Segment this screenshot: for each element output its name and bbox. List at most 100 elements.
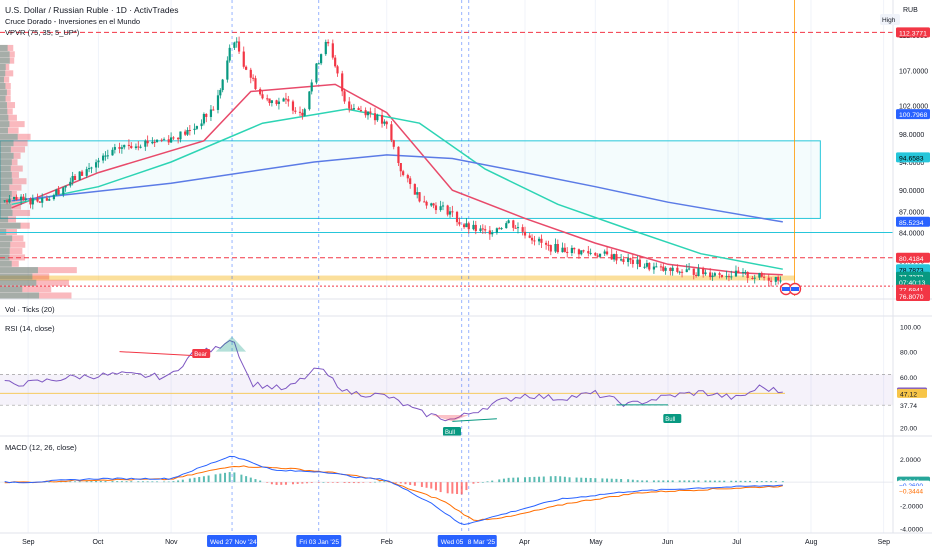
candle-up[interactable] — [55, 189, 58, 195]
candle-down[interactable] — [5, 200, 9, 202]
candle-up[interactable] — [734, 270, 738, 277]
candle-up[interactable] — [570, 247, 573, 254]
candle-down[interactable] — [237, 41, 241, 52]
candle-up[interactable] — [8, 199, 11, 202]
candle-up[interactable] — [202, 113, 206, 124]
candle-up[interactable] — [589, 252, 592, 254]
candle-up[interactable] — [491, 232, 494, 235]
candle-up[interactable] — [270, 100, 273, 104]
candle-down[interactable] — [268, 98, 271, 104]
candle-down[interactable] — [512, 220, 515, 228]
candle-up[interactable] — [439, 206, 442, 211]
candle-up[interactable] — [744, 271, 747, 273]
candle-down[interactable] — [298, 111, 302, 113]
candle-down[interactable] — [137, 146, 140, 148]
candle-down[interactable] — [530, 237, 534, 241]
candle-down[interactable] — [36, 198, 39, 202]
candle-up[interactable] — [282, 98, 285, 102]
rsi-signal-badge[interactable] — [442, 427, 461, 436]
candle-down[interactable] — [545, 242, 548, 245]
candle-down[interactable] — [659, 266, 663, 268]
candle-up[interactable] — [62, 187, 65, 195]
candle-up[interactable] — [774, 276, 777, 282]
candle-down[interactable] — [547, 244, 550, 246]
candle-down[interactable] — [702, 268, 705, 275]
candle-down[interactable] — [413, 184, 416, 195]
candle-down[interactable] — [73, 175, 77, 180]
candle-up[interactable] — [317, 63, 320, 65]
candle-up[interactable] — [277, 101, 281, 105]
candle-up[interactable] — [303, 109, 306, 116]
candle-down[interactable] — [484, 229, 487, 231]
candle-down[interactable] — [57, 189, 60, 195]
candle-up[interactable] — [169, 137, 173, 143]
candle-up[interactable] — [725, 276, 728, 278]
candle-down[interactable] — [709, 272, 712, 278]
candle-down[interactable] — [498, 228, 501, 230]
candle-up[interactable] — [3, 200, 6, 202]
candle-up[interactable] — [69, 181, 72, 186]
candle-down[interactable] — [474, 224, 477, 232]
candle-down[interactable] — [615, 254, 618, 261]
candle-up[interactable] — [120, 147, 123, 149]
candle-down[interactable] — [594, 252, 597, 256]
candle-down[interactable] — [80, 171, 84, 176]
indicator-title[interactable]: Cruce Dorado - Inversiones en el Mundo — [5, 17, 140, 26]
candle-down[interactable] — [587, 251, 590, 254]
candle-up[interactable] — [516, 227, 520, 229]
candle-down[interactable] — [245, 66, 248, 70]
candle-down[interactable] — [718, 273, 721, 275]
candle-down[interactable] — [720, 274, 724, 277]
candle-down[interactable] — [563, 247, 566, 252]
candle-up[interactable] — [12, 196, 16, 200]
candle-up[interactable] — [155, 139, 159, 142]
candle-up[interactable] — [87, 168, 91, 170]
candle-down[interactable] — [301, 112, 304, 116]
candle-up[interactable] — [643, 266, 646, 268]
volume-pane-title[interactable]: Vol · Ticks (20) — [5, 305, 55, 314]
candle-down[interactable] — [167, 139, 170, 143]
candle-up[interactable] — [620, 259, 623, 261]
candle-up[interactable] — [730, 276, 733, 278]
candle-down[interactable] — [259, 89, 262, 95]
candle-down[interactable] — [284, 98, 288, 100]
candle-down[interactable] — [760, 272, 763, 277]
candle-down[interactable] — [29, 198, 32, 205]
candle-up[interactable] — [123, 144, 126, 148]
candle-up[interactable] — [627, 258, 630, 262]
candle-down[interactable] — [669, 267, 672, 272]
candle-up[interactable] — [479, 228, 482, 232]
candle-down[interactable] — [350, 108, 353, 110]
date-highlight-badge[interactable] — [296, 535, 342, 547]
rsi-pane-title[interactable]: RSI (14, close) — [5, 324, 55, 333]
candle-down[interactable] — [680, 271, 684, 273]
candle-down[interactable] — [22, 196, 25, 201]
macd-pane[interactable]: 2.00000.0000-2.0000-4.00000.0844−0.2600−… — [0, 455, 930, 534]
vpvr-title[interactable]: VPVR (75, 35, 5_UP*) — [5, 28, 80, 37]
macd-pane-title[interactable]: MACD (12, 26, close) — [5, 443, 77, 452]
candle-up[interactable] — [664, 267, 667, 271]
candle-up[interactable] — [416, 192, 419, 195]
candle-down[interactable] — [287, 99, 290, 102]
candle-up[interactable] — [636, 259, 639, 265]
candle-up[interactable] — [704, 272, 707, 275]
ma-line-ema-mid[interactable] — [11, 108, 783, 270]
candle-down[interactable] — [596, 255, 599, 257]
candle-down[interactable] — [357, 108, 360, 110]
candle-down[interactable] — [172, 137, 175, 139]
candle-up[interactable] — [713, 273, 716, 276]
candle-up[interactable] — [376, 115, 379, 121]
candle-down[interactable] — [455, 211, 459, 223]
rsi-badge[interactable] — [897, 388, 927, 398]
candle-down[interactable] — [406, 175, 409, 179]
candle-down[interactable] — [481, 228, 484, 230]
candle-up[interactable] — [200, 123, 203, 127]
candle-down[interactable] — [252, 77, 255, 79]
candle-up[interactable] — [186, 129, 189, 135]
candle-down[interactable] — [676, 267, 679, 272]
candle-up[interactable] — [652, 266, 656, 270]
candle-up[interactable] — [162, 139, 166, 141]
candle-up[interactable] — [48, 199, 51, 201]
candle-down[interactable] — [434, 205, 438, 211]
candle-down[interactable] — [130, 145, 133, 149]
